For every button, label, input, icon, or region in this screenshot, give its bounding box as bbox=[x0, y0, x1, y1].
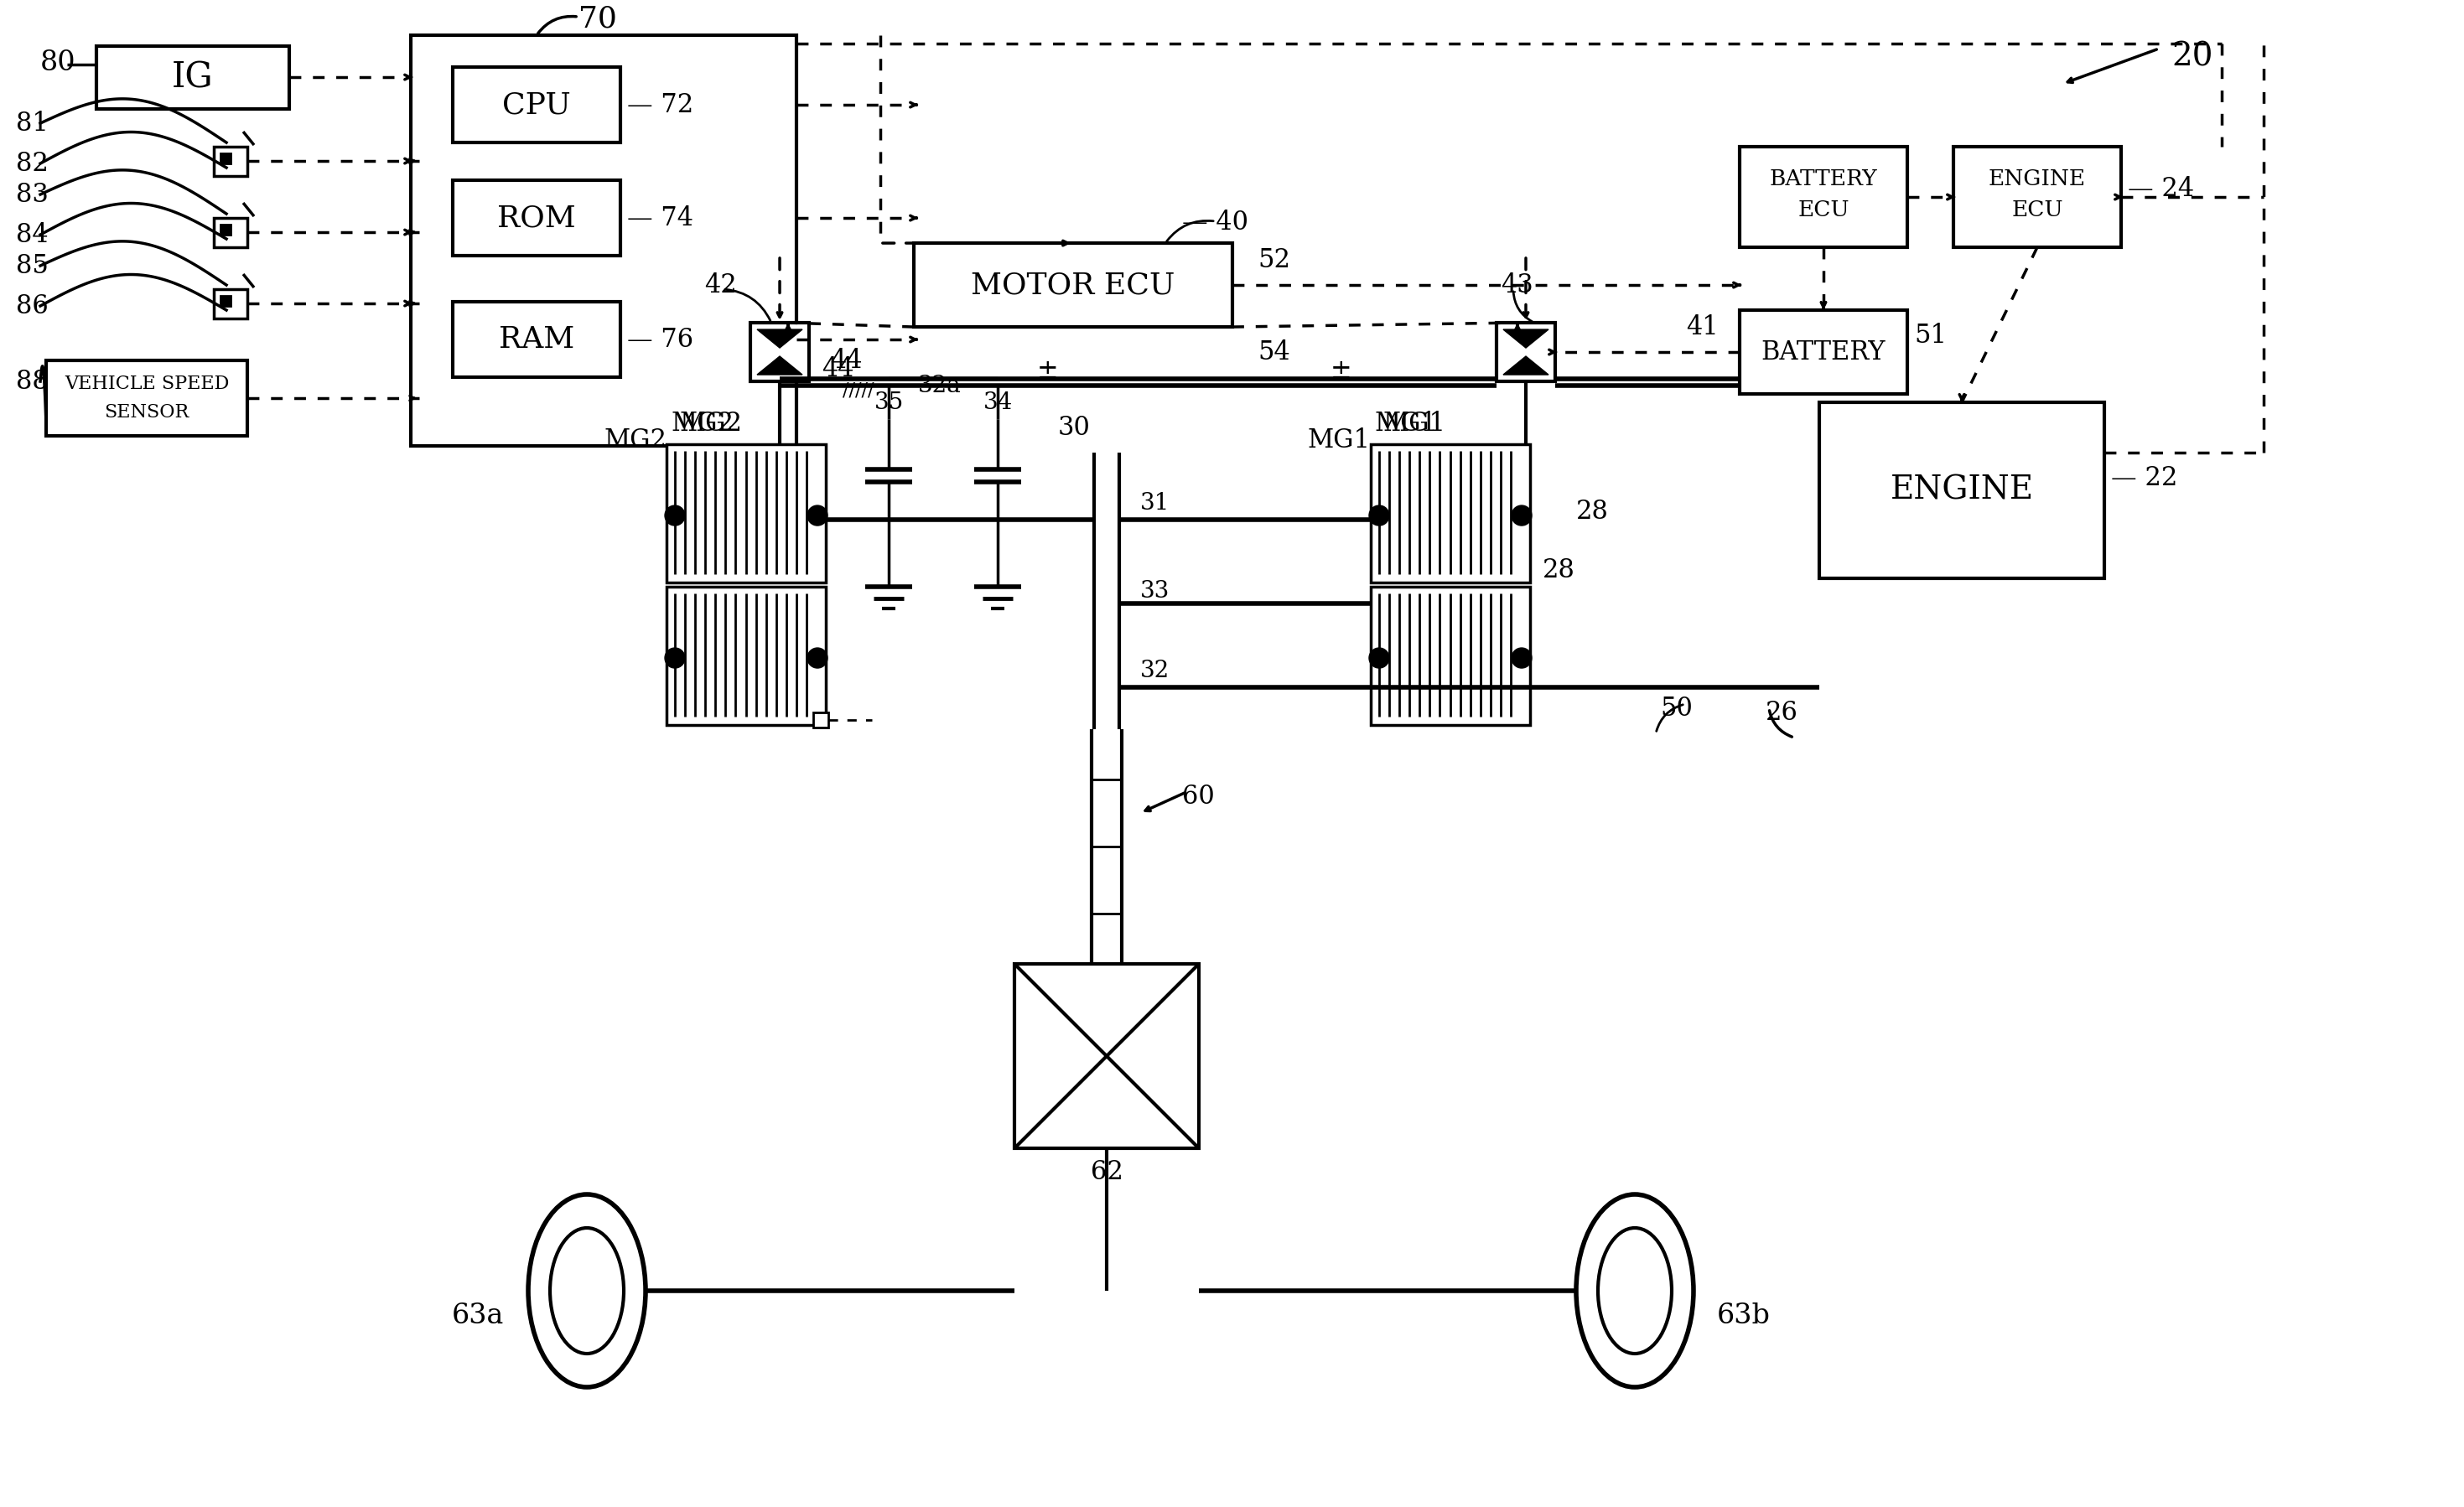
Text: 35: 35 bbox=[875, 390, 904, 413]
Text: 42: 42 bbox=[705, 273, 737, 298]
Text: — 72: — 72 bbox=[628, 92, 692, 118]
Text: 52: 52 bbox=[1259, 247, 1291, 273]
Text: 80: 80 bbox=[39, 50, 76, 77]
Text: 34: 34 bbox=[983, 390, 1013, 413]
Text: 81: 81 bbox=[15, 110, 49, 136]
Text: 50: 50 bbox=[1661, 695, 1693, 722]
Text: 44: 44 bbox=[830, 348, 862, 374]
Bar bbox=[453, 301, 621, 377]
Text: 41: 41 bbox=[1685, 313, 1720, 341]
Text: 63b: 63b bbox=[1717, 1302, 1772, 1329]
Circle shape bbox=[1370, 505, 1390, 526]
Bar bbox=[1740, 310, 1907, 393]
Text: 86: 86 bbox=[15, 292, 49, 319]
Bar bbox=[453, 68, 621, 143]
Bar bbox=[1818, 402, 2104, 579]
Text: MG1: MG1 bbox=[1382, 410, 1446, 437]
Text: 28: 28 bbox=[1542, 558, 1574, 583]
Text: 32a: 32a bbox=[919, 374, 961, 396]
Bar bbox=[453, 181, 621, 256]
Text: 43: 43 bbox=[1501, 273, 1533, 298]
Text: 63a: 63a bbox=[451, 1302, 505, 1329]
Bar bbox=[1370, 445, 1530, 583]
Circle shape bbox=[808, 648, 828, 668]
Text: 85: 85 bbox=[15, 253, 49, 279]
Bar bbox=[47, 360, 246, 436]
Polygon shape bbox=[1503, 356, 1547, 375]
Circle shape bbox=[1370, 648, 1390, 668]
Bar bbox=[214, 289, 246, 318]
Text: 20: 20 bbox=[2171, 42, 2213, 72]
Bar bbox=[1370, 586, 1530, 725]
Text: MG2: MG2 bbox=[604, 426, 668, 454]
Text: 28: 28 bbox=[1577, 499, 1609, 524]
Text: 84: 84 bbox=[15, 222, 49, 247]
Circle shape bbox=[1510, 505, 1533, 526]
Text: — 40: — 40 bbox=[1183, 209, 1249, 235]
Text: 62: 62 bbox=[1092, 1159, 1124, 1185]
Text: /////: ///// bbox=[843, 381, 875, 399]
Bar bbox=[219, 154, 232, 163]
Bar bbox=[214, 219, 246, 247]
Text: CPU: CPU bbox=[503, 90, 572, 119]
Text: ±: ± bbox=[1331, 357, 1353, 383]
Text: 88: 88 bbox=[15, 368, 49, 395]
Bar bbox=[1954, 146, 2122, 247]
Bar bbox=[1740, 146, 1907, 247]
Text: 82: 82 bbox=[15, 151, 49, 176]
Text: MG1: MG1 bbox=[1375, 410, 1439, 437]
Text: ECU: ECU bbox=[1799, 199, 1850, 220]
Text: 33: 33 bbox=[1141, 580, 1170, 603]
Text: — 76: — 76 bbox=[628, 327, 692, 353]
Text: MG2: MG2 bbox=[680, 410, 742, 437]
Text: VEHICLE SPEED: VEHICLE SPEED bbox=[64, 375, 229, 393]
Text: — 74: — 74 bbox=[628, 205, 692, 231]
Text: RAM: RAM bbox=[498, 326, 574, 354]
Polygon shape bbox=[756, 330, 803, 348]
Text: IG: IG bbox=[172, 60, 214, 95]
Text: BATTERY: BATTERY bbox=[1762, 339, 1885, 365]
Text: 60: 60 bbox=[1183, 784, 1215, 809]
Text: BATTERY: BATTERY bbox=[1769, 169, 1878, 188]
Text: ROM: ROM bbox=[498, 203, 577, 232]
Bar bbox=[214, 146, 246, 176]
Text: — 22: — 22 bbox=[2112, 464, 2178, 491]
Bar bbox=[914, 243, 1232, 327]
Circle shape bbox=[665, 648, 685, 668]
Polygon shape bbox=[1503, 330, 1547, 348]
Text: 32: 32 bbox=[1141, 659, 1170, 681]
Text: — 24: — 24 bbox=[2129, 176, 2193, 202]
Text: ENGINE: ENGINE bbox=[1890, 475, 2033, 506]
Circle shape bbox=[808, 505, 828, 526]
Text: ECU: ECU bbox=[2011, 199, 2062, 220]
Bar bbox=[1015, 964, 1200, 1148]
Text: 54: 54 bbox=[1257, 339, 1291, 365]
Circle shape bbox=[1510, 648, 1533, 668]
Text: 31: 31 bbox=[1141, 491, 1170, 514]
Text: 30: 30 bbox=[1057, 414, 1089, 440]
Text: 51: 51 bbox=[1915, 322, 1947, 348]
Text: SENSOR: SENSOR bbox=[103, 404, 190, 422]
Bar bbox=[668, 586, 825, 725]
Text: 44: 44 bbox=[821, 356, 855, 381]
Bar bbox=[96, 47, 288, 109]
Circle shape bbox=[665, 505, 685, 526]
Polygon shape bbox=[756, 356, 803, 375]
Bar bbox=[219, 225, 232, 235]
Text: 26: 26 bbox=[1767, 699, 1799, 725]
Text: MG1: MG1 bbox=[1308, 426, 1370, 454]
Bar bbox=[411, 35, 796, 446]
Bar bbox=[219, 295, 232, 306]
Bar bbox=[1496, 322, 1555, 381]
Bar bbox=[668, 445, 825, 583]
Text: ENGINE: ENGINE bbox=[1988, 169, 2087, 188]
Text: 70: 70 bbox=[579, 5, 616, 33]
Bar bbox=[752, 322, 808, 381]
Text: 83: 83 bbox=[15, 181, 49, 208]
Bar bbox=[813, 713, 828, 728]
Text: MOTOR ECU: MOTOR ECU bbox=[971, 271, 1175, 300]
Text: MG2: MG2 bbox=[670, 410, 734, 437]
Text: ±: ± bbox=[1037, 357, 1060, 383]
